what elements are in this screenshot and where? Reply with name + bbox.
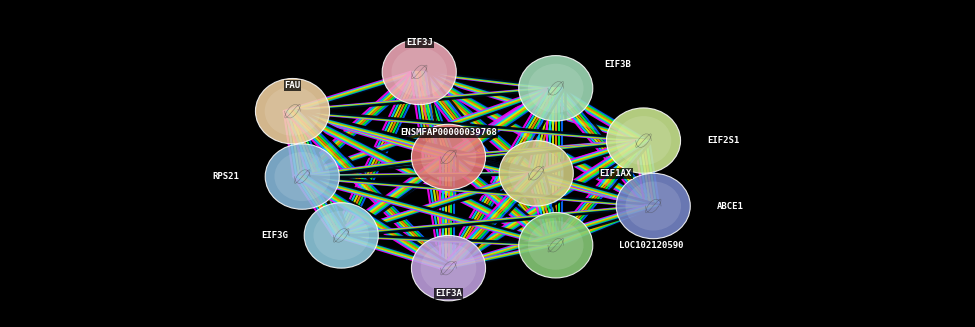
Text: EIF2S1: EIF2S1: [707, 136, 739, 145]
Ellipse shape: [411, 124, 486, 190]
Ellipse shape: [606, 108, 681, 173]
Text: RPS21: RPS21: [212, 172, 239, 181]
Text: EIF3A: EIF3A: [435, 289, 462, 299]
Ellipse shape: [275, 152, 330, 201]
Ellipse shape: [255, 78, 330, 144]
Ellipse shape: [265, 144, 339, 209]
Ellipse shape: [616, 116, 671, 165]
Text: ABCE1: ABCE1: [717, 201, 744, 211]
Ellipse shape: [313, 211, 369, 260]
Ellipse shape: [499, 141, 573, 206]
Ellipse shape: [616, 173, 690, 239]
Text: EIF3G: EIF3G: [260, 231, 288, 240]
Ellipse shape: [264, 87, 320, 136]
Ellipse shape: [626, 181, 681, 231]
Ellipse shape: [382, 39, 456, 105]
Ellipse shape: [528, 221, 583, 270]
Ellipse shape: [411, 235, 486, 301]
Ellipse shape: [421, 132, 477, 181]
Text: LOC102120590: LOC102120590: [619, 241, 683, 250]
Text: FAU: FAU: [285, 81, 300, 90]
Text: EIF3J: EIF3J: [406, 38, 433, 47]
Ellipse shape: [528, 64, 583, 113]
Ellipse shape: [519, 213, 593, 278]
Ellipse shape: [519, 56, 593, 121]
Ellipse shape: [421, 244, 477, 293]
Text: ENSMFAP00000039768: ENSMFAP00000039768: [400, 128, 497, 137]
Text: EIF1AX: EIF1AX: [600, 169, 632, 178]
Ellipse shape: [509, 149, 564, 198]
Text: EIF3B: EIF3B: [604, 60, 632, 69]
Ellipse shape: [304, 203, 378, 268]
Ellipse shape: [391, 47, 447, 96]
